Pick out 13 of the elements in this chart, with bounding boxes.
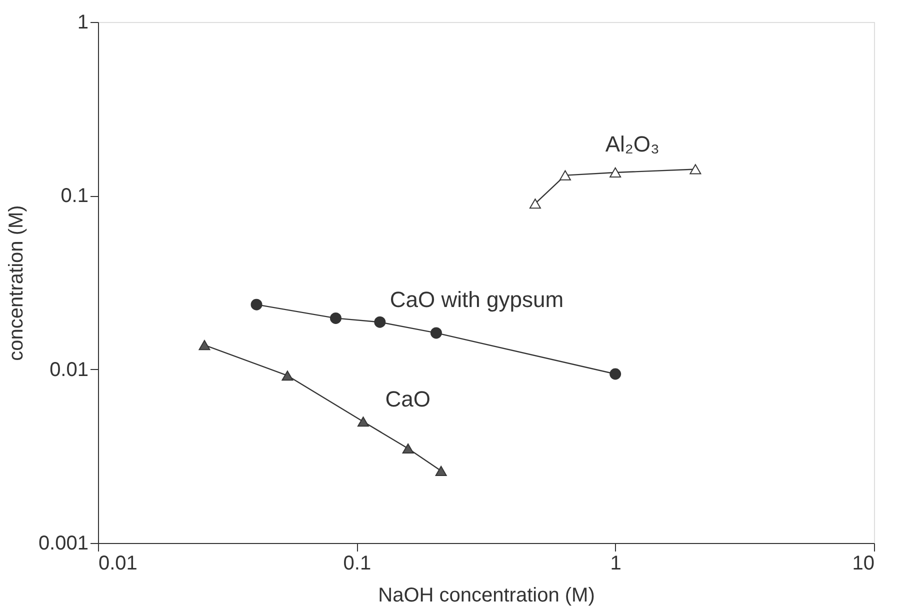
series-label: CaO — [385, 386, 430, 412]
x-tick-label: 0.1 — [343, 552, 372, 574]
x-tick-label: 0.01 — [98, 552, 138, 574]
series-label: Al₂O₃ — [605, 131, 660, 156]
y-tick-label: 1 — [77, 12, 88, 34]
x-tick-label: 1 — [610, 552, 622, 574]
x-tick-label: 10 — [852, 552, 874, 574]
y-tick-label: 0.1 — [60, 185, 88, 208]
y-tick-label: 0.001 — [38, 532, 88, 554]
y-tick-label: 0.01 — [50, 358, 88, 381]
x-axis-title: NaOH concentration (M) — [378, 584, 595, 606]
series-label: CaO with gypsum — [390, 287, 564, 312]
y-axis-title: concentration (M) — [5, 205, 28, 361]
